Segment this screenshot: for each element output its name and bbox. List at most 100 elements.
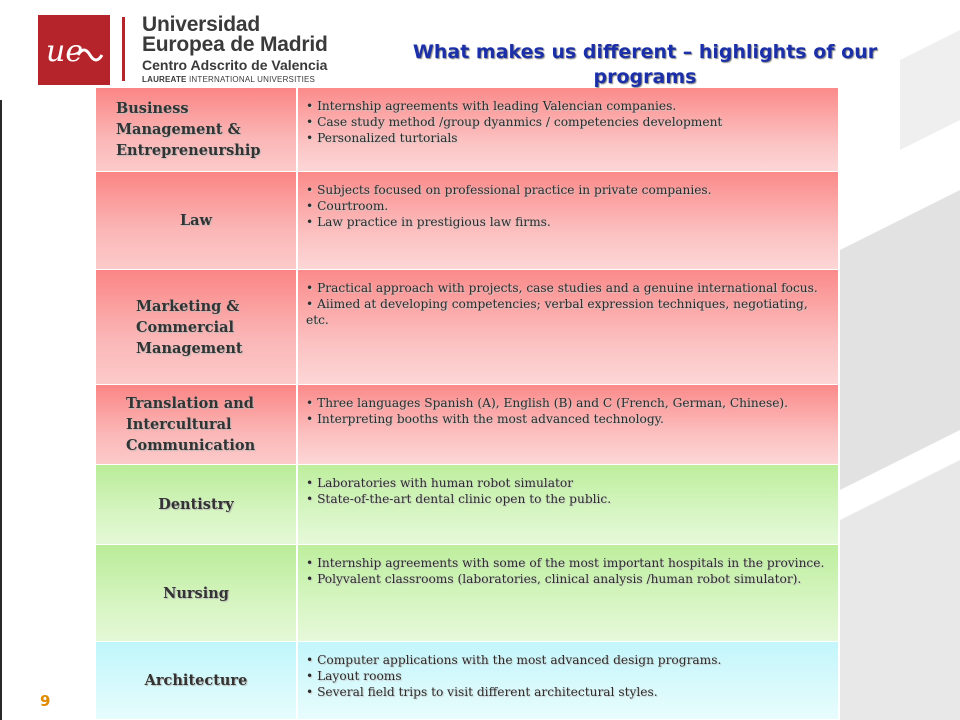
slide-title: What makes us different – highlights of … [412,41,878,88]
logo-divider [122,17,125,81]
program-row: Architecture • Computer applications with… [96,642,838,720]
program-highlights-cell: • Laboratories with human robot simulato… [298,465,838,544]
university-logo: ue Universidad Europea de Madrid Centro … [38,13,338,85]
program-row: Translation and Intercultural Communicat… [96,385,838,465]
bullet-icon: • [306,131,318,145]
program-row: Marketing & Commercial Management • Pract… [96,270,838,385]
program-row: Business Management & Entrepreneurship • … [96,88,838,172]
highlight-text: Practical approach with projects, case s… [317,281,818,295]
program-name: Law [179,212,213,229]
highlight-text: Layout rooms [317,669,402,683]
program-name-cell: Marketing & Commercial Management [96,270,298,384]
program-name-cell: Law [96,172,298,269]
highlight-item: • Subjects focused on professional pract… [306,182,830,198]
highlight-item: • Internship agreements with some of the… [306,555,830,571]
program-name-cell: Translation and Intercultural Communicat… [96,385,298,464]
highlight-text: Computer applications with the most adva… [317,653,722,667]
program-name: Dentistry [158,496,234,513]
bullet-icon: • [306,215,318,229]
highlight-text: Aiimed at developing competencies; verba… [306,297,808,327]
bullet-icon: • [306,281,318,295]
highlight-text: Several field trips to visit different a… [317,685,658,699]
highlights-list: • Subjects focused on professional pract… [306,182,830,230]
program-name-cell: Nursing [96,545,298,641]
bullet-icon: • [306,572,318,586]
logo-line-4: LAUREATE INTERNATIONAL UNIVERSITIES [142,75,316,84]
logo-line-3: Centro Adscrito de Valencia [142,57,328,73]
highlight-text: Subjects focused on professional practic… [317,183,712,197]
highlight-item: • Several field trips to visit different… [306,684,830,700]
highlights-list: • Internship agreements with some of the… [306,555,830,587]
bullet-icon: • [306,99,318,113]
bullet-icon: • [306,183,318,197]
highlight-text: Interpreting booths with the most advanc… [317,412,664,426]
bullet-icon: • [306,476,318,490]
highlight-text: State-of-the-art dental clinic open to t… [317,492,612,506]
logo-mark: ue [38,15,110,85]
highlight-text: Laboratories with human robot simulator [317,476,574,490]
highlights-list: • Practical approach with projects, case… [306,280,830,328]
highlight-text: Internship agreements with some of the m… [317,556,825,570]
left-rule [0,100,2,720]
program-name: Architecture [144,672,248,689]
program-name-cell: Architecture [96,642,298,719]
highlight-text: Law practice in prestigious law firms. [317,215,551,229]
logo-line-2: Europea de Madrid [142,33,328,56]
bullet-icon: • [306,556,318,570]
program-row: Law • Subjects focused on professional pr… [96,172,838,270]
highlight-item: • Internship agreements with leading Val… [306,98,830,114]
highlight-item: • Personalized turtorials [306,130,830,146]
highlights-list: • Laboratories with human robot simulato… [306,475,830,507]
highlight-text: Courtroom. [317,199,389,213]
program-highlights-cell: • Internship agreements with leading Val… [298,88,838,171]
bullet-icon: • [306,199,318,213]
program-name: Translation and Intercultural Communicat… [126,395,256,454]
programs-table: Business Management & Entrepreneurship • … [96,88,838,720]
highlight-item: • Case study method /group dyanmics / co… [306,114,830,130]
bullet-icon: • [306,297,318,311]
program-name-cell: Business Management & Entrepreneurship [96,88,298,171]
highlight-text: Three languages Spanish (A), English (B)… [317,396,789,410]
bullet-icon: • [306,653,318,667]
highlight-text: Case study method /group dyanmics / comp… [317,115,723,129]
highlights-list: • Three languages Spanish (A), English (… [306,395,830,427]
program-name: Nursing [163,584,229,602]
bullet-icon: • [306,492,318,506]
highlight-item: • Laboratories with human robot simulato… [306,475,830,491]
bullet-icon: • [306,115,318,129]
highlight-item: • Interpreting booths with the most adva… [306,411,830,427]
highlight-item: • Aiimed at developing competencies; ver… [306,296,830,328]
program-highlights-cell: • Practical approach with projects, case… [298,270,838,384]
highlight-item: • Computer applications with the most ad… [306,652,830,668]
highlight-item: • Three languages Spanish (A), English (… [306,395,830,411]
logo-line-1: Universidad [142,13,261,36]
highlight-item: • Law practice in prestigious law firms. [306,214,830,230]
highlight-item: • Courtroom. [306,198,830,214]
bullet-icon: • [306,669,318,683]
highlight-item: • State-of-the-art dental clinic open to… [306,491,830,507]
program-name-cell: Dentistry [96,465,298,544]
highlight-item: • Polyvalent classrooms (laboratories, c… [306,571,830,587]
program-name: Business Management & Entrepreneurship [116,100,261,159]
highlight-item: • Practical approach with projects, case… [306,280,830,296]
program-row: Nursing • Internship agreements with some… [96,545,838,642]
highlight-text: Internship agreements with leading Valen… [317,99,677,113]
highlight-text: Personalized turtorials [317,131,458,145]
program-highlights-cell: • Subjects focused on professional pract… [298,172,838,269]
highlight-item: • Layout rooms [306,668,830,684]
program-highlights-cell: • Three languages Spanish (A), English (… [298,385,838,464]
program-highlights-cell: • Internship agreements with some of the… [298,545,838,641]
highlights-list: • Internship agreements with leading Val… [306,98,830,146]
highlights-list: • Computer applications with the most ad… [306,652,830,700]
bullet-icon: • [306,396,318,410]
svg-text:ue: ue [46,34,83,69]
page-number: 9 [40,692,51,710]
bullet-icon: • [306,685,318,699]
program-row: Dentistry • Laboratories with human robot… [96,465,838,545]
bullet-icon: • [306,412,318,426]
ue-logo-icon: ue [46,34,104,69]
highlight-text: Polyvalent classrooms (laboratories, cli… [317,572,802,586]
program-name: Marketing & Commercial Management [136,297,243,357]
program-highlights-cell: • Computer applications with the most ad… [298,642,838,719]
